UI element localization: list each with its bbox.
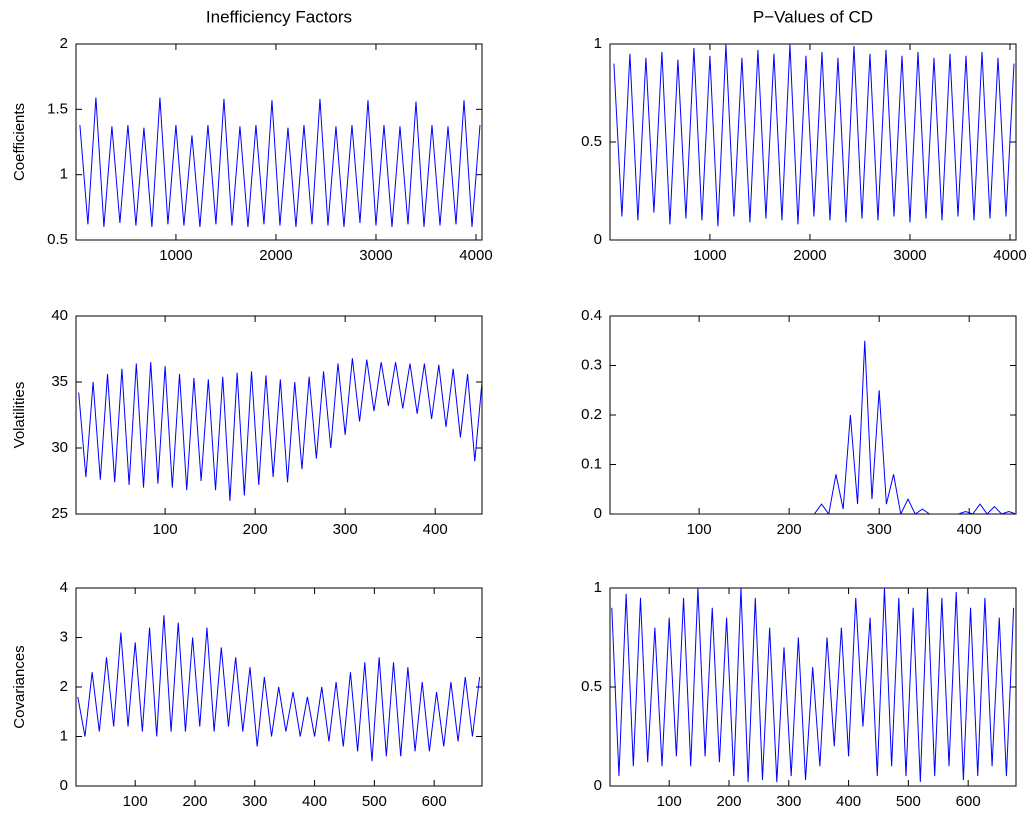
y-tick-label: 0 xyxy=(594,505,602,522)
y-tick-label: 40 xyxy=(51,307,68,324)
y-axis-label: Coefficients xyxy=(11,103,28,181)
y-tick-label: 1 xyxy=(594,579,602,596)
subplot: 0 0.5 1 100 200 300 400 500 600 xyxy=(581,579,1017,810)
x-tick-label: 400 xyxy=(423,521,448,538)
x-tick-label: 500 xyxy=(362,793,387,810)
y-tick-label: 3 xyxy=(60,628,68,645)
x-tick-label: 400 xyxy=(302,793,327,810)
y-tick-label: 0.5 xyxy=(47,231,68,248)
x-tick-label: 300 xyxy=(333,521,358,538)
x-tick-label: 2000 xyxy=(259,247,292,264)
y-tick-label: 2 xyxy=(60,35,68,52)
y-tick-label: 0.5 xyxy=(581,133,602,150)
axes-box xyxy=(609,315,1017,515)
y-tick-label: 1.5 xyxy=(47,100,68,117)
y-axis-label: Covariances xyxy=(11,645,28,728)
y-tick-label: 1 xyxy=(594,35,602,52)
subplot: Inefficiency Factors Coefficients 0.5 1 1.5 2… xyxy=(11,7,493,263)
y-tick-label: 25 xyxy=(51,505,68,522)
x-tick-label: 200 xyxy=(716,793,741,810)
x-tick-label: 100 xyxy=(657,793,682,810)
x-tick-label: 300 xyxy=(776,793,801,810)
x-tick-label: 600 xyxy=(956,793,981,810)
subplot-title: P−Values of CD xyxy=(753,7,873,26)
x-tick-label: 2000 xyxy=(793,247,826,264)
y-tick-label: 0.3 xyxy=(581,356,602,373)
y-axis-label: Volatilities xyxy=(11,382,28,449)
x-tick-label: 200 xyxy=(182,793,207,810)
data-line xyxy=(79,97,481,227)
x-tick-label: 600 xyxy=(422,793,447,810)
y-tick-label: 0 xyxy=(594,777,602,794)
y-tick-label: 1 xyxy=(60,166,68,183)
subplot: Covariances 0 1 2 3 4 100 200 300 400 500 600 xyxy=(11,579,483,810)
axes-box xyxy=(75,315,483,515)
data-line xyxy=(78,358,482,501)
subplot-title: Inefficiency Factors xyxy=(206,7,352,26)
y-tick-label: 0.1 xyxy=(581,455,602,472)
data-line xyxy=(77,615,481,762)
y-tick-label: 2 xyxy=(60,678,68,695)
y-tick-label: 1 xyxy=(60,727,68,744)
y-tick-label: 0.5 xyxy=(581,678,602,695)
x-tick-label: 400 xyxy=(836,793,861,810)
y-tick-label: 4 xyxy=(60,579,68,596)
x-tick-label: 400 xyxy=(957,521,982,538)
y-tick-label: 35 xyxy=(51,373,68,390)
y-tick-label: 0 xyxy=(594,231,602,248)
y-tick-label: 30 xyxy=(51,439,68,456)
x-tick-label: 4000 xyxy=(993,247,1026,264)
data-line xyxy=(611,588,1015,783)
x-tick-label: 100 xyxy=(153,521,178,538)
y-tick-label: 0.2 xyxy=(581,406,602,423)
subplot: Volatilities 25 30 35 40 100 200 300 400 xyxy=(11,307,483,538)
y-tick-label: 0 xyxy=(60,777,68,794)
subplot: P−Values of CD 0 0.5 1 1000 2000 3000 4000 xyxy=(581,7,1027,263)
x-tick-label: 200 xyxy=(243,521,268,538)
subplot: 0 0.1 0.2 0.3 0.4 100 200 300 400 xyxy=(581,307,1017,538)
y-tick-label: 0.4 xyxy=(581,307,602,324)
x-tick-label: 4000 xyxy=(459,247,492,264)
x-tick-label: 1000 xyxy=(693,247,726,264)
x-tick-label: 3000 xyxy=(359,247,392,264)
x-tick-label: 1000 xyxy=(159,247,192,264)
x-tick-label: 200 xyxy=(777,521,802,538)
data-line xyxy=(613,44,1015,227)
x-tick-label: 3000 xyxy=(893,247,926,264)
x-tick-label: 300 xyxy=(242,793,267,810)
x-tick-label: 100 xyxy=(687,521,712,538)
x-tick-label: 300 xyxy=(867,521,892,538)
x-tick-label: 500 xyxy=(896,793,921,810)
x-tick-label: 100 xyxy=(123,793,148,810)
